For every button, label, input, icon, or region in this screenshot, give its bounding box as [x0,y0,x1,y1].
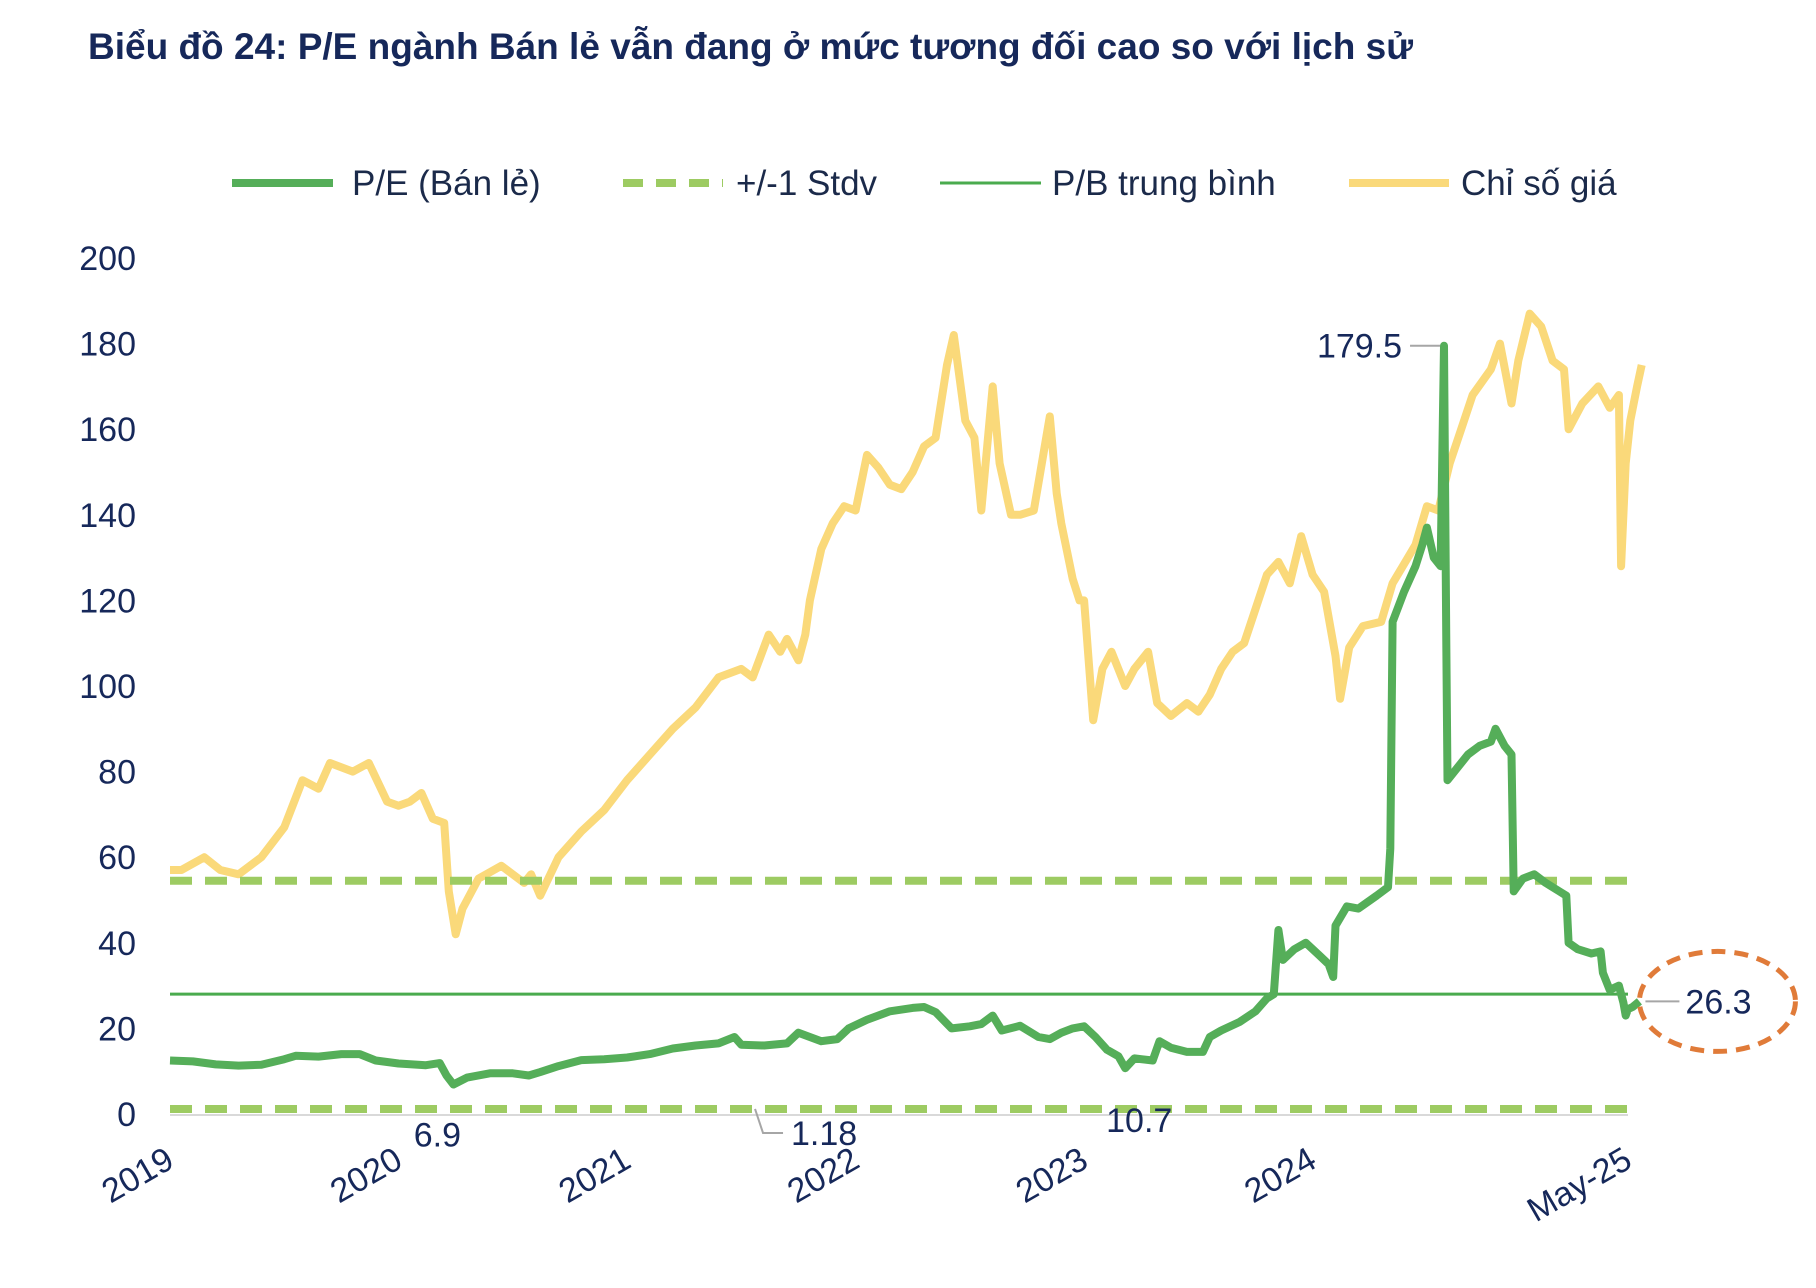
y-tick-label: 200 [79,240,136,278]
chart-title: Biểu đồ 24: P/E ngành Bán lẻ vẫn đang ở … [88,26,1414,67]
annotation-lower-stdv-label: 1.18 [791,1115,857,1153]
annotation-2020-low-label: 6.9 [414,1116,461,1154]
x-tick-label: 2023 [1010,1140,1095,1211]
y-tick-label: 120 [79,582,136,620]
legend-label-price: Chỉ số giá [1461,164,1617,203]
legend-label-avg: P/B trung bình [1052,164,1276,203]
highlight-circle [1636,948,1798,1054]
y-tick-label: 100 [79,668,136,706]
x-tick-label: 2021 [553,1140,638,1211]
x-axis: 2019 2020 2021 2022 2023 2024 May-25 [95,1140,1638,1230]
x-tick-label: 2019 [95,1140,180,1211]
annotation-connector [754,1108,784,1134]
x-tick-label: May-25 [1521,1140,1638,1230]
y-tick-label: 0 [117,1096,136,1134]
annotations: 179.5 6.9 1.18 10.7 26.3 [414,328,1798,1154]
y-tick-label: 20 [98,1010,136,1048]
y-tick-label: 40 [98,925,136,963]
annotation-2023-low-label: 10.7 [1106,1102,1172,1140]
y-tick-label: 80 [98,754,136,792]
y-tick-label: 140 [79,497,136,535]
x-tick-label: 2020 [324,1140,409,1211]
y-axis: 0 20 40 60 80 100 120 140 160 180 200 [79,240,136,1134]
series-line-pe [169,341,1642,1089]
y-tick-label: 180 [79,326,136,364]
y-tick-label: 60 [98,839,136,877]
series-line-price-index [170,309,1646,939]
legend-label-stdv: +/-1 Stdv [736,164,878,203]
annotation-latest-label: 26.3 [1685,983,1751,1021]
legend-label-pe: P/E (Bán lẻ) [352,164,541,203]
x-tick-label: 2024 [1238,1140,1323,1211]
y-tick-label: 160 [79,411,136,449]
legend: P/E (Bán lẻ) +/-1 Stdv P/B trung bình Ch… [232,164,1617,203]
annotation-peak-label: 179.5 [1317,328,1402,366]
